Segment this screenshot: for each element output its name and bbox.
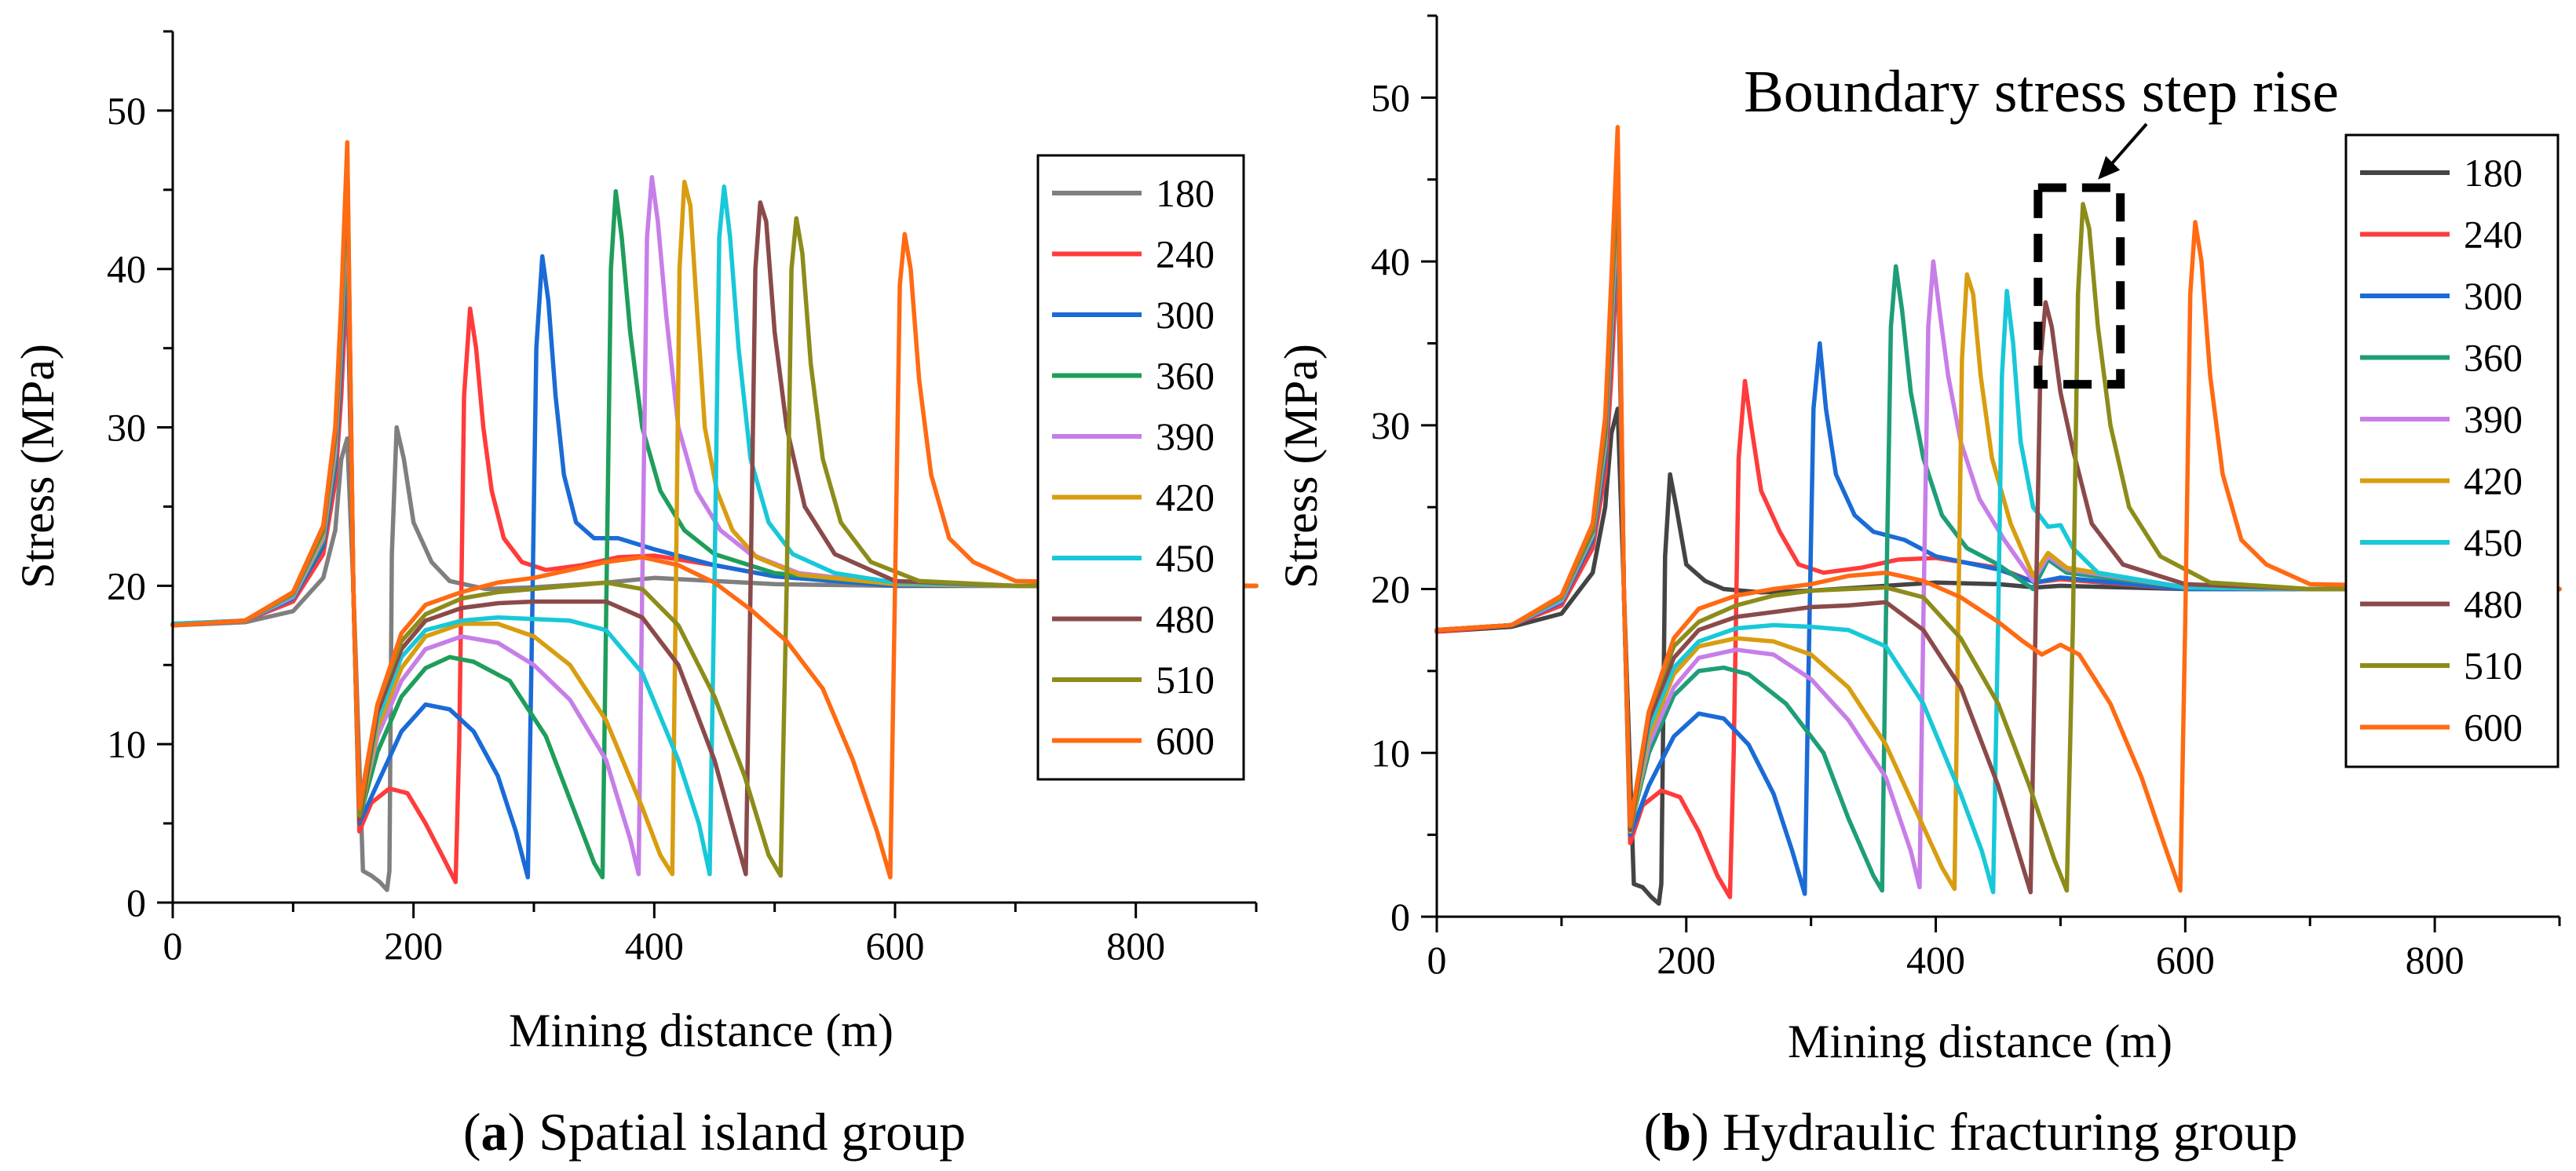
annotation-arrow-line — [2107, 122, 2148, 169]
legend-label-480: 480 — [2464, 582, 2523, 626]
y-tick-label: 40 — [1371, 239, 1410, 283]
series-line-600 — [170, 140, 1259, 880]
legend-label-300: 300 — [2464, 274, 2523, 318]
panel-caption: (a) Spatial island group — [463, 1102, 966, 1162]
x-tick-label: 600 — [2156, 938, 2215, 982]
legend-label-360: 360 — [1156, 354, 1215, 398]
legend-label-300: 300 — [1156, 293, 1215, 337]
series-line-180 — [170, 425, 1259, 892]
y-tick-label: 30 — [107, 406, 146, 450]
x-tick-label: 0 — [1427, 938, 1447, 982]
caption-letter: a — [481, 1102, 508, 1162]
y-tick-label: 0 — [1390, 895, 1410, 939]
annotation-dashed-box — [2033, 183, 2125, 389]
legend-label-420: 420 — [1156, 476, 1215, 520]
caption-open-paren: ( — [463, 1102, 481, 1162]
x-axis-label: Mining distance (m) — [1788, 1016, 2172, 1067]
legend-label-450: 450 — [1156, 536, 1215, 580]
caption-text: Spatial island group — [525, 1102, 966, 1162]
legend-label-600: 600 — [1156, 719, 1215, 763]
legend-label-450: 450 — [2464, 520, 2523, 564]
legend-label-390: 390 — [2464, 397, 2523, 441]
legend: 180 240 300 360 390 420 450 480 510 600 — [2344, 133, 2560, 768]
y-tick-label: 50 — [1371, 75, 1410, 119]
legend-label-510: 510 — [2464, 644, 2523, 688]
legend-label-510: 510 — [1156, 658, 1215, 702]
legend-label-240: 240 — [2464, 213, 2523, 257]
y-axis-label: Stress (MPa) — [1275, 344, 1327, 589]
caption-close-paren: ) — [1691, 1102, 1709, 1162]
legend-box — [2344, 133, 2560, 768]
caption-letter: b — [1661, 1102, 1691, 1162]
legend-label-240: 240 — [1156, 232, 1215, 276]
x-tick-label: 200 — [1657, 938, 1716, 982]
series-line-600 — [1434, 125, 2562, 893]
legend-label-600: 600 — [2464, 706, 2523, 750]
y-axis-label: Stress (MPa) — [12, 344, 64, 589]
y-tick-label: 50 — [107, 89, 146, 133]
panel-a: 0 200 400 600 800 0 10 20 30 40 50 Mining distance … — [12, 30, 1259, 1162]
y-tick-label: 30 — [1371, 403, 1410, 447]
annotation: Boundary stress step rise — [1744, 59, 2339, 389]
y-tick-label: 10 — [107, 722, 146, 766]
legend-label-360: 360 — [2464, 336, 2523, 380]
annotation-text: Boundary stress step rise — [1744, 59, 2339, 125]
x-tick-label: 600 — [866, 924, 925, 968]
x-tick-label: 200 — [384, 924, 443, 968]
x-tick-label: 400 — [625, 924, 684, 968]
x-tick-label: 800 — [1106, 924, 1165, 968]
x-axis-label: Mining distance (m) — [509, 1005, 893, 1056]
caption-open-paren: ( — [1644, 1102, 1662, 1162]
caption-close-paren: ) — [508, 1102, 526, 1162]
x-tick-label: 400 — [1906, 938, 1965, 982]
legend-label-180: 180 — [1156, 171, 1215, 215]
x-tick-label: 800 — [2406, 938, 2465, 982]
legend-label-180: 180 — [2464, 151, 2523, 195]
legend-box — [1036, 154, 1245, 781]
annotation-arrow-head — [2098, 155, 2121, 180]
legend-label-420: 420 — [2464, 459, 2523, 503]
panel-caption: (b) Hydraulic fracturing group — [1644, 1102, 2298, 1162]
legend-label-480: 480 — [1156, 597, 1215, 641]
y-tick-label: 10 — [1371, 731, 1410, 775]
y-tick-label: 20 — [1371, 567, 1410, 611]
series-group — [170, 140, 1259, 892]
legend-label-390: 390 — [1156, 414, 1215, 458]
x-tick-label: 0 — [163, 924, 183, 968]
series-group — [1434, 125, 2562, 907]
caption-text: Hydraulic fracturing group — [1709, 1102, 2298, 1162]
y-tick-label: 40 — [107, 247, 146, 291]
series-line-180 — [1434, 407, 2562, 907]
legend: 180 240 300 360 390 420 450 480 510 600 — [1036, 154, 1245, 781]
y-tick-label: 20 — [107, 564, 146, 607]
panel-b: 0 200 400 600 800 0 10 20 30 40 50 Mining distance … — [1275, 14, 2562, 1162]
y-tick-label: 0 — [126, 881, 146, 925]
